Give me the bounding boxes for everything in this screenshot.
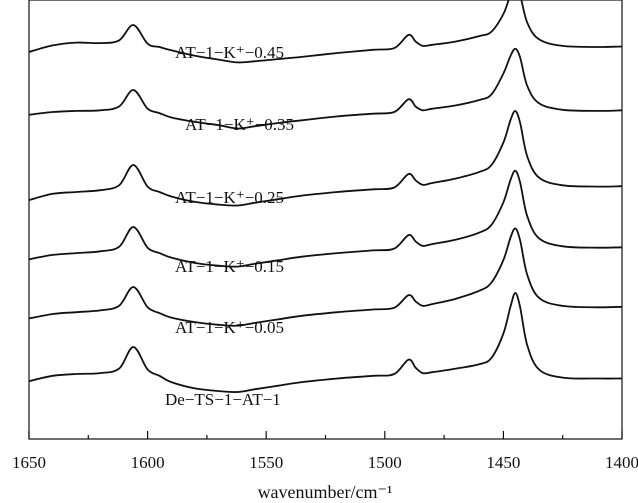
x-axis-title: wavenumber/cm⁻¹ [258, 482, 393, 502]
series-labels: AT−1−K⁺−0.45 AT−1−K⁺−0.35 AT−1−K⁺−0.25 AT−1… [165, 43, 294, 409]
series-line-4 [28, 169, 623, 268]
x-tick-label: 1650 [12, 453, 46, 472]
series-label-4: AT−1−K⁺−0.15 [175, 257, 284, 276]
series-curves [28, 0, 623, 393]
plot-frame [28, 0, 623, 440]
series-label-3: AT−1−K⁺−0.25 [175, 188, 284, 207]
series-label-6: De−TS−1−AT−1 [165, 390, 281, 409]
x-tick-label: 1400 [605, 453, 638, 472]
series-label-5: AT−1−K⁺−0.05 [175, 318, 284, 337]
x-tick-label: 1500 [368, 453, 402, 472]
x-axis-ticks: 1650 1600 1550 1500 1450 1400 [12, 431, 638, 472]
series-line-5 [28, 227, 623, 327]
x-tick-label: 1550 [249, 453, 283, 472]
axes [28, 0, 623, 440]
series-line-2 [28, 47, 623, 130]
series-label-1: AT−1−K⁺−0.45 [175, 43, 284, 62]
x-tick-label: 1450 [486, 453, 520, 472]
x-tick-label: 1600 [131, 453, 165, 472]
series-line-3 [28, 110, 623, 207]
series-label-2: AT−1−K⁺−0.35 [185, 115, 294, 134]
series-line-6 [28, 292, 623, 393]
series-line-1 [28, 0, 623, 64]
